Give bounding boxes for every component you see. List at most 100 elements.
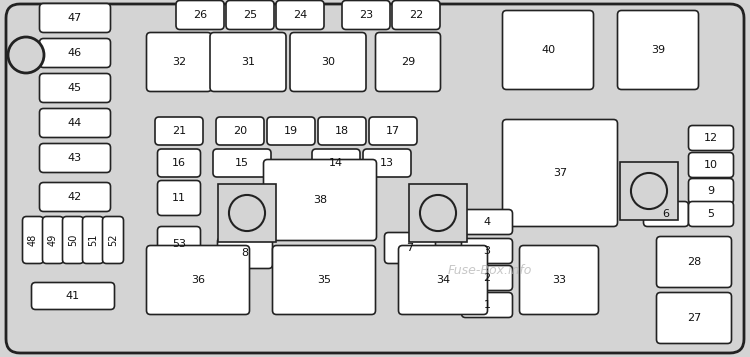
Circle shape — [631, 173, 667, 209]
Circle shape — [420, 195, 456, 231]
Text: 15: 15 — [235, 158, 249, 168]
FancyBboxPatch shape — [40, 109, 110, 137]
FancyBboxPatch shape — [376, 32, 440, 91]
Text: 4: 4 — [484, 217, 490, 227]
FancyBboxPatch shape — [213, 149, 271, 177]
FancyBboxPatch shape — [176, 0, 224, 30]
Text: 21: 21 — [172, 126, 186, 136]
FancyBboxPatch shape — [217, 237, 272, 268]
Text: 8: 8 — [242, 248, 248, 258]
FancyBboxPatch shape — [32, 282, 115, 310]
FancyBboxPatch shape — [276, 0, 324, 30]
Text: 39: 39 — [651, 45, 665, 55]
Text: 17: 17 — [386, 126, 400, 136]
FancyBboxPatch shape — [216, 117, 264, 145]
Text: 24: 24 — [292, 10, 308, 20]
Text: 35: 35 — [317, 275, 331, 285]
FancyBboxPatch shape — [40, 182, 110, 211]
Text: 32: 32 — [172, 57, 186, 67]
FancyBboxPatch shape — [218, 185, 275, 242]
Text: 47: 47 — [68, 13, 82, 23]
Text: 51: 51 — [88, 234, 98, 246]
FancyBboxPatch shape — [461, 238, 512, 263]
Text: 13: 13 — [380, 158, 394, 168]
Text: 22: 22 — [409, 10, 423, 20]
FancyBboxPatch shape — [40, 4, 110, 32]
FancyBboxPatch shape — [40, 39, 110, 67]
FancyBboxPatch shape — [656, 236, 731, 287]
FancyBboxPatch shape — [398, 246, 488, 315]
FancyBboxPatch shape — [385, 232, 436, 263]
Text: 9: 9 — [707, 186, 715, 196]
FancyBboxPatch shape — [43, 216, 64, 263]
Text: 3: 3 — [484, 246, 490, 256]
FancyBboxPatch shape — [267, 117, 315, 145]
Text: 26: 26 — [193, 10, 207, 20]
Text: 18: 18 — [335, 126, 349, 136]
Text: 23: 23 — [359, 10, 373, 20]
FancyBboxPatch shape — [22, 216, 44, 263]
FancyBboxPatch shape — [6, 4, 744, 353]
FancyBboxPatch shape — [688, 178, 734, 203]
FancyBboxPatch shape — [503, 120, 617, 226]
Text: Fuse-Box.info: Fuse-Box.info — [448, 263, 532, 277]
Text: 48: 48 — [28, 234, 38, 246]
FancyBboxPatch shape — [210, 32, 286, 91]
Text: 19: 19 — [284, 126, 298, 136]
Text: 29: 29 — [400, 57, 416, 67]
FancyBboxPatch shape — [644, 201, 688, 226]
FancyBboxPatch shape — [158, 149, 200, 177]
FancyBboxPatch shape — [461, 266, 512, 291]
FancyBboxPatch shape — [158, 226, 200, 261]
FancyBboxPatch shape — [40, 74, 110, 102]
Text: 45: 45 — [68, 83, 82, 93]
Text: 50: 50 — [68, 234, 78, 246]
Text: 28: 28 — [687, 257, 701, 267]
FancyBboxPatch shape — [62, 216, 83, 263]
Text: 7: 7 — [406, 243, 413, 253]
FancyBboxPatch shape — [688, 152, 734, 177]
FancyBboxPatch shape — [226, 0, 274, 30]
Text: 1: 1 — [484, 300, 490, 310]
FancyBboxPatch shape — [461, 210, 512, 235]
FancyBboxPatch shape — [158, 181, 200, 216]
Text: 14: 14 — [329, 158, 343, 168]
Text: 10: 10 — [704, 160, 718, 170]
Text: 49: 49 — [48, 234, 58, 246]
Circle shape — [229, 195, 265, 231]
Circle shape — [8, 37, 44, 73]
FancyBboxPatch shape — [155, 117, 203, 145]
FancyBboxPatch shape — [103, 216, 124, 263]
Text: 30: 30 — [321, 57, 335, 67]
FancyBboxPatch shape — [617, 10, 698, 90]
Text: 12: 12 — [704, 133, 718, 143]
Text: 40: 40 — [541, 45, 555, 55]
FancyBboxPatch shape — [410, 185, 466, 242]
Text: 20: 20 — [233, 126, 247, 136]
FancyBboxPatch shape — [520, 246, 599, 315]
Text: 34: 34 — [436, 275, 450, 285]
FancyBboxPatch shape — [369, 117, 417, 145]
Text: 6: 6 — [662, 209, 670, 219]
FancyBboxPatch shape — [656, 292, 731, 343]
FancyBboxPatch shape — [342, 0, 390, 30]
Text: 11: 11 — [172, 193, 186, 203]
Text: 38: 38 — [313, 195, 327, 205]
FancyBboxPatch shape — [146, 246, 250, 315]
Text: 44: 44 — [68, 118, 82, 128]
FancyBboxPatch shape — [290, 32, 366, 91]
FancyBboxPatch shape — [461, 292, 512, 317]
FancyBboxPatch shape — [263, 160, 376, 241]
FancyBboxPatch shape — [272, 246, 376, 315]
Text: 2: 2 — [484, 273, 490, 283]
Text: 27: 27 — [687, 313, 701, 323]
FancyBboxPatch shape — [318, 117, 366, 145]
Text: 46: 46 — [68, 48, 82, 58]
Text: 31: 31 — [241, 57, 255, 67]
Text: 16: 16 — [172, 158, 186, 168]
Text: 5: 5 — [707, 209, 715, 219]
Text: 25: 25 — [243, 10, 257, 20]
FancyBboxPatch shape — [620, 162, 677, 220]
Text: 41: 41 — [66, 291, 80, 301]
FancyBboxPatch shape — [688, 126, 734, 151]
